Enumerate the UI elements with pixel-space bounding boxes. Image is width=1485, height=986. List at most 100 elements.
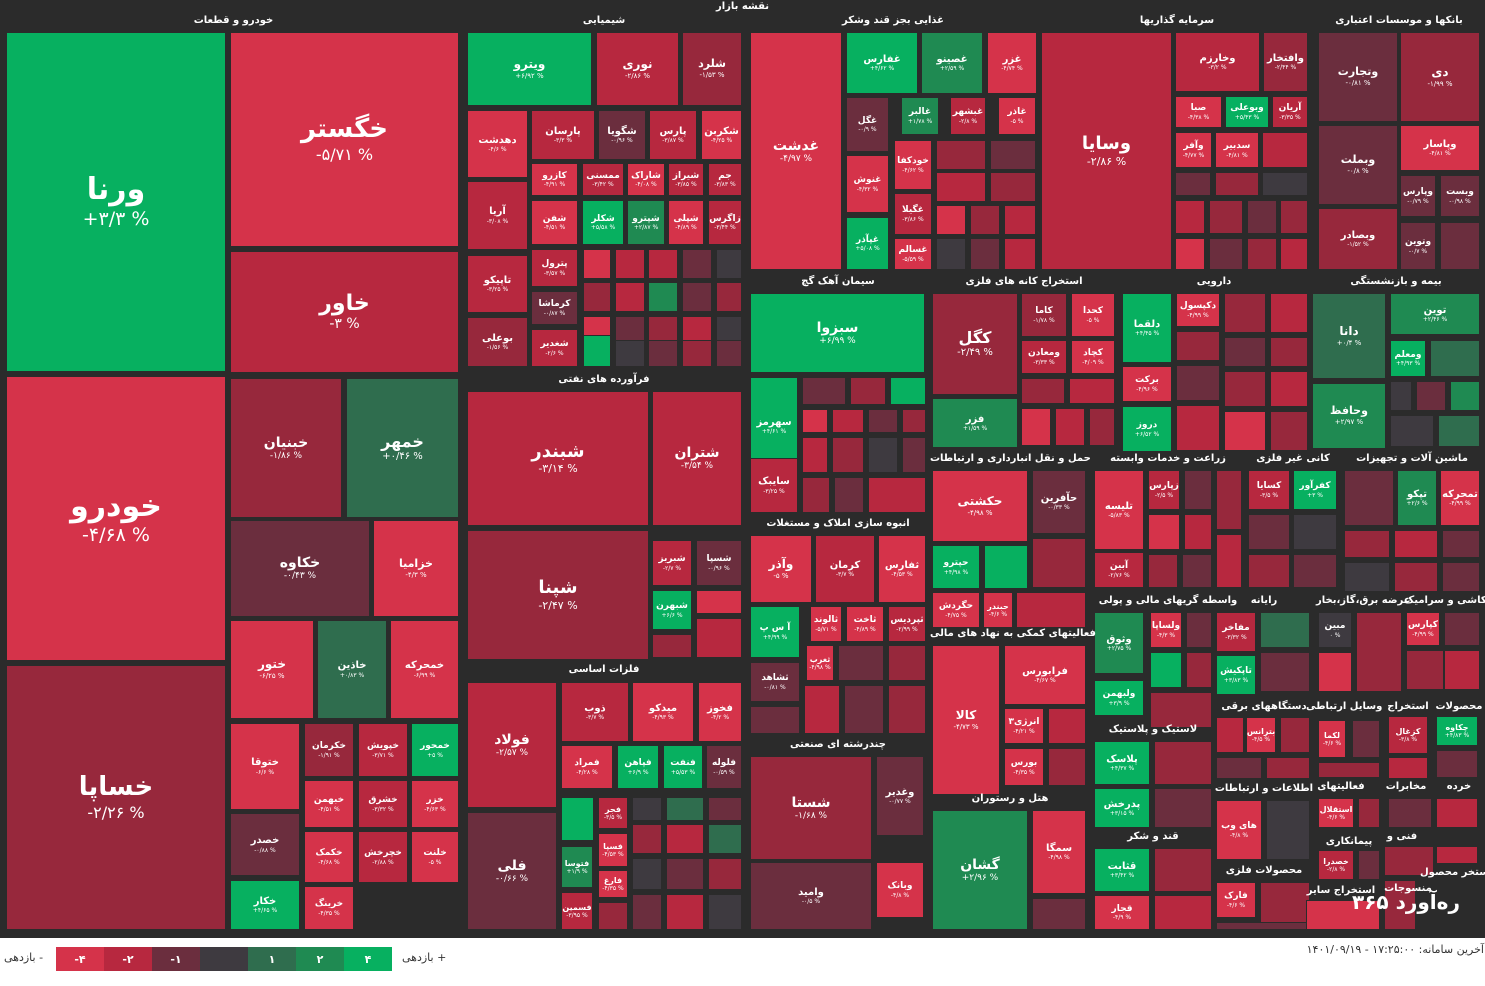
heatmap-cell[interactable] (1344, 530, 1390, 558)
heatmap-cell[interactable] (666, 797, 704, 821)
stock-tile[interactable]: ختوقا -۶/۶ % (230, 723, 300, 810)
heatmap-cell[interactable] (615, 340, 645, 367)
heatmap-cell[interactable] (1215, 172, 1259, 196)
stock-tile[interactable]: غدشت -۴/۹۷ % (750, 32, 842, 270)
stock-tile[interactable]: فسپا -۴/۵۳ % (598, 833, 628, 867)
heatmap-cell[interactable] (1175, 238, 1205, 270)
stock-tile[interactable]: غنوش -۴/۳۲ % (846, 155, 889, 213)
heatmap-cell[interactable] (632, 797, 662, 821)
stock-tile[interactable]: خودکفا -۴/۶۲ % (894, 140, 932, 190)
stock-tile[interactable]: شتران -۳/۵۴ % (652, 391, 742, 526)
heatmap-cell[interactable] (1352, 720, 1380, 758)
heatmap-cell[interactable] (1184, 470, 1212, 510)
stock-tile[interactable]: استقلال -۴/۶ % (1318, 798, 1354, 828)
heatmap-cell[interactable] (682, 249, 712, 279)
heatmap-cell[interactable] (1318, 652, 1352, 692)
heatmap-cell[interactable] (1394, 562, 1438, 592)
heatmap-cell[interactable] (1444, 612, 1480, 646)
stock-tile[interactable]: وسایا -۲/۸۶ % (1041, 32, 1172, 270)
heatmap-cell[interactable] (1148, 554, 1178, 588)
stock-tile[interactable]: مفاخر -۳/۳۲ % (1216, 612, 1256, 652)
stock-tile[interactable]: حپترو +۴/۹۸ % (932, 545, 980, 589)
heatmap-cell[interactable] (1270, 411, 1308, 451)
heatmap-cell[interactable] (632, 824, 662, 854)
heatmap-cell[interactable] (1450, 381, 1480, 411)
heatmap-cell[interactable] (696, 618, 742, 658)
stock-tile[interactable]: لکما -۴/۶ % (1318, 720, 1346, 758)
stock-tile[interactable]: وبوعلی +۵/۴۳ % (1225, 96, 1269, 128)
stock-tile[interactable]: دلقما +۴/۴۵ % (1122, 293, 1172, 363)
stock-tile[interactable]: وآذر -۵ % (750, 535, 812, 603)
stock-tile[interactable]: چکاوه +۴/۸۳ % (1436, 716, 1478, 746)
stock-tile[interactable]: زاگرس -۳/۴۴ % (708, 200, 742, 245)
heatmap-cell[interactable] (1318, 762, 1380, 778)
stock-tile[interactable]: خکاوه -۰/۴۳ % (230, 520, 370, 617)
heatmap-cell[interactable] (868, 409, 898, 433)
heatmap-cell[interactable] (1154, 741, 1212, 785)
heatmap-cell[interactable] (652, 634, 692, 658)
stock-tile[interactable]: سمگا -۴/۹۸ % (1032, 810, 1086, 894)
stock-tile[interactable]: انرژی۳ -۴/۲۱ % (1004, 708, 1044, 744)
stock-tile[interactable]: شبهرن +۶/۶ % (652, 590, 692, 630)
heatmap-cell[interactable] (1176, 405, 1220, 451)
heatmap-cell[interactable] (1394, 530, 1438, 558)
stock-tile[interactable]: تلیسه -۵/۸۳ % (1094, 470, 1144, 550)
heatmap-cell[interactable] (1266, 800, 1310, 860)
heatmap-cell[interactable] (802, 377, 846, 405)
stock-tile[interactable]: پترول -۳/۵۷ % (531, 249, 578, 287)
heatmap-cell[interactable] (666, 824, 704, 854)
stock-tile[interactable]: شغدیر -۲/۶ % (531, 329, 578, 367)
stock-tile[interactable]: ولبهمن +۳/۹ % (1094, 680, 1144, 716)
stock-tile[interactable]: ورنا +۳/۳ % (6, 32, 226, 372)
stock-tile[interactable]: ختور -۶/۲۵ % (230, 620, 314, 719)
stock-tile[interactable]: فتوسا +۱/۹ % (561, 846, 593, 888)
stock-tile[interactable]: خکمک -۴/۶۸ % (304, 831, 354, 883)
stock-tile[interactable]: وبانک -۴/۸ % (876, 862, 924, 918)
heatmap-cell[interactable] (1260, 612, 1310, 648)
stock-tile[interactable]: کپارس -۴/۹۹ % (1406, 612, 1440, 646)
stock-tile[interactable]: کازرو -۴/۹۱ % (531, 163, 578, 196)
heatmap-cell[interactable] (1247, 238, 1277, 270)
heatmap-cell[interactable] (1148, 514, 1180, 550)
heatmap-cell[interactable] (1406, 650, 1444, 690)
stock-tile[interactable]: فجر -۳/۵ % (598, 797, 628, 829)
stock-tile[interactable]: شکربن -۴/۲۵ % (701, 110, 742, 160)
stock-tile[interactable]: شگویا -۰/۹۶ % (598, 110, 646, 160)
heatmap-cell[interactable] (1344, 470, 1394, 526)
stock-tile[interactable]: خلنت -۵ % (411, 831, 459, 883)
heatmap-cell[interactable] (888, 645, 926, 681)
heatmap-cell[interactable] (615, 249, 645, 279)
heatmap-cell[interactable] (1004, 205, 1036, 235)
stock-tile[interactable]: ویترو +۶/۹۲ % (467, 32, 592, 106)
stock-tile[interactable]: وپارس -۰/۷۹ % (1400, 175, 1436, 217)
heatmap-cell[interactable] (708, 824, 742, 854)
stock-tile[interactable]: تاپکیش +۳/۸۳ % (1216, 655, 1256, 695)
stock-tile[interactable]: کگل -۲/۴۹ % (932, 293, 1018, 395)
stock-tile[interactable]: خمحور +۵ % (411, 723, 459, 777)
stock-tile[interactable]: شکلر +۵/۵۸ % (582, 200, 624, 245)
stock-tile[interactable]: توین +۲/۴۶ % (1390, 293, 1480, 335)
heatmap-cell[interactable] (832, 409, 864, 433)
heatmap-cell[interactable] (1280, 200, 1308, 234)
stock-tile[interactable]: جم -۳/۸۳ % (708, 163, 742, 196)
stock-tile[interactable]: خکار +۴/۶۵ % (230, 880, 300, 930)
heatmap-cell[interactable] (1384, 846, 1434, 876)
stock-tile[interactable]: وحافظ +۲/۹۷ % (1312, 383, 1386, 449)
stock-tile[interactable]: ولساپا -۴/۳ % (1150, 612, 1182, 648)
heatmap-cell[interactable] (984, 545, 1028, 589)
heatmap-cell[interactable] (1186, 652, 1212, 688)
heatmap-cell[interactable] (1175, 172, 1211, 196)
stock-tile[interactable]: شفن -۴/۵۱ % (531, 200, 578, 245)
stock-tile[interactable]: ثالوند -۵/۷۱ % (810, 606, 842, 642)
heatmap-cell[interactable] (648, 282, 678, 312)
stock-tile[interactable]: وغدیر -۰/۷۷ % (876, 756, 924, 836)
heatmap-cell[interactable] (1270, 371, 1308, 407)
stock-tile[interactable]: پلاسک +۴/۳۷ % (1094, 741, 1150, 785)
stock-tile[interactable]: دروز +۶/۵۲ % (1122, 406, 1172, 452)
stock-tile[interactable]: دکپسول -۴/۹۹ % (1176, 293, 1220, 327)
stock-tile[interactable]: وتجارت -۰/۸۱ % (1318, 32, 1398, 122)
heatmap-cell[interactable] (1438, 415, 1480, 447)
stock-tile[interactable]: زپارس -۲/۵ % (1148, 470, 1180, 510)
heatmap-cell[interactable] (844, 685, 884, 734)
stock-tile[interactable]: شسپا -۰/۹۶ % (696, 540, 742, 586)
